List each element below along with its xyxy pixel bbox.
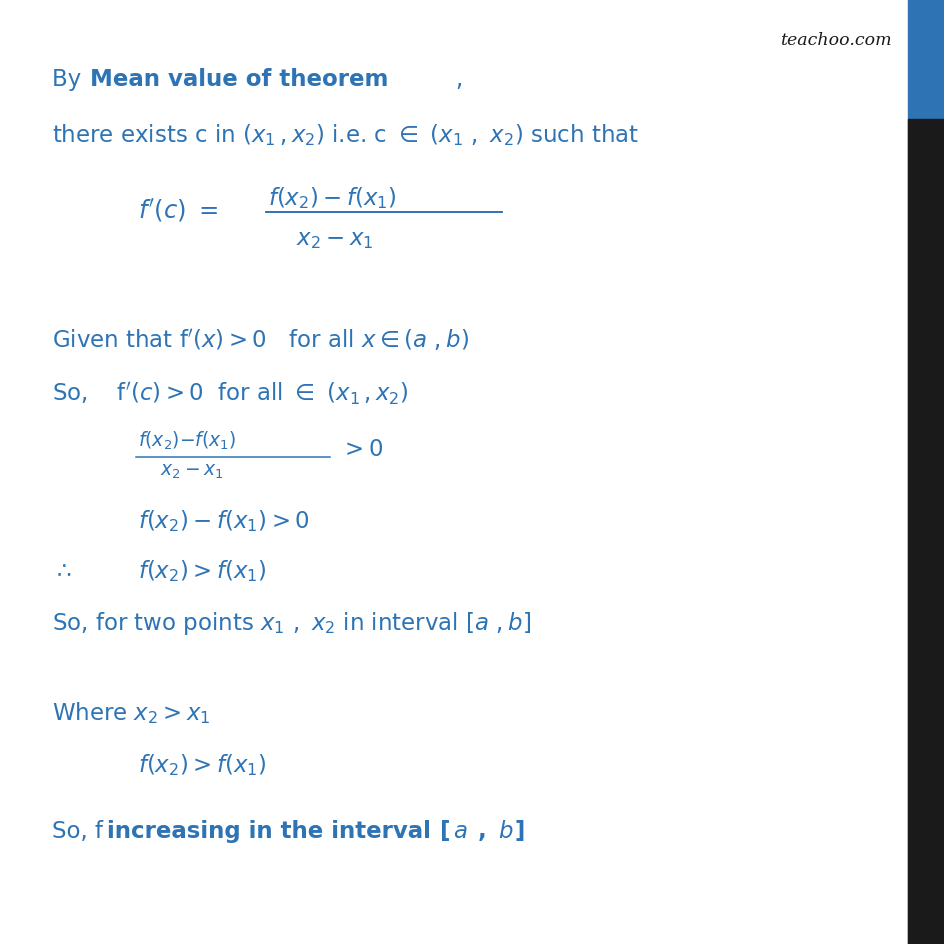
Text: increasing in the interval: increasing in the interval — [107, 819, 438, 842]
Text: So, for two points $x_1\ ,\ x_2$ in interval $[a\ ,b]$: So, for two points $x_1\ ,\ x_2$ in inte… — [52, 610, 531, 636]
Text: $x_2 - x_1$: $x_2 - x_1$ — [160, 462, 224, 480]
Text: $\therefore$: $\therefore$ — [52, 557, 72, 581]
Bar — [907, 0, 944, 944]
Text: $f'(c)\ =$: $f'(c)\ =$ — [138, 196, 218, 224]
Text: $\mathit{b}$: $\mathit{b}$ — [497, 819, 513, 842]
Text: By: By — [52, 68, 89, 91]
Text: $f(x_2) > f(x_1)$: $f(x_2) > f(x_1)$ — [138, 557, 266, 583]
Text: $> 0$: $> 0$ — [340, 437, 382, 461]
Text: So, f: So, f — [52, 819, 110, 842]
Text: ,: , — [469, 819, 495, 842]
Text: Where $x_2 > x_1$: Where $x_2 > x_1$ — [52, 700, 211, 725]
Text: So,    f$'(c) > 0$  for all $\in$ $(x_1\,,x_2)$: So, f$'(c) > 0$ for all $\in$ $(x_1\,,x_… — [52, 379, 408, 407]
Text: $f(x_2) > f(x_1)$: $f(x_2) > f(x_1)$ — [138, 751, 266, 777]
Text: $f(x_2){-}f(x_1)$: $f(x_2){-}f(x_1)$ — [138, 430, 236, 452]
Text: ,: , — [454, 68, 462, 91]
Text: $f(x_2) - f(x_1) > 0$: $f(x_2) - f(x_1) > 0$ — [138, 508, 310, 533]
Text: teachoo.com: teachoo.com — [780, 32, 891, 49]
Text: Given that f$'(x) > 0$   for all $x \in (a\ ,b)$: Given that f$'(x) > 0$ for all $x \in (a… — [52, 328, 468, 354]
Text: there exists c in $(x_1\,,x_2)$ i.e. c $\in$ $(x_1\ ,\ x_2)$ such that: there exists c in $(x_1\,,x_2)$ i.e. c $… — [52, 122, 638, 148]
Text: [: [ — [440, 819, 450, 842]
Text: ]: ] — [514, 819, 524, 842]
Text: $x_2 - x_1$: $x_2 - x_1$ — [295, 228, 373, 251]
Text: $f(x_2) - f(x_1)$: $f(x_2) - f(x_1)$ — [268, 185, 396, 211]
Text: $\mathit{a}$: $\mathit{a}$ — [452, 819, 467, 842]
Text: Mean value of theorem: Mean value of theorem — [90, 68, 388, 91]
Bar — [907, 120, 944, 944]
